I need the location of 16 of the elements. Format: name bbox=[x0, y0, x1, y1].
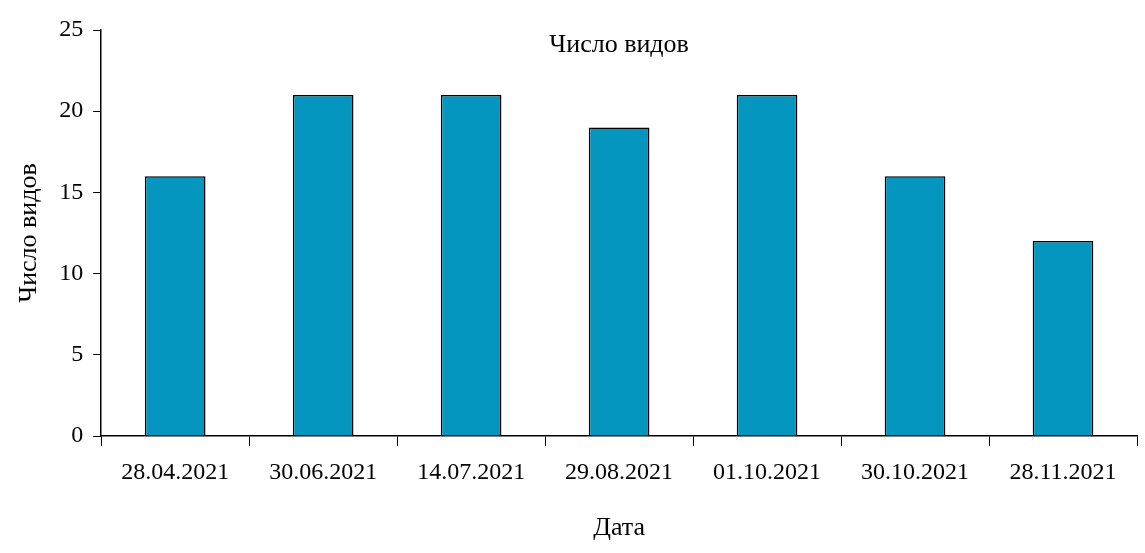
y-tick-label: 10 bbox=[59, 258, 84, 285]
x-tick-label: 28.11.2021 bbox=[1009, 457, 1117, 484]
y-axis-title: Число видов bbox=[13, 163, 43, 303]
x-tick-label: 29.08.2021 bbox=[565, 457, 674, 484]
y-tick-label: 0 bbox=[71, 421, 84, 448]
x-tick-label: 28.04.2021 bbox=[121, 457, 230, 484]
x-tick-label: 30.10.2021 bbox=[861, 457, 970, 484]
y-tick-label: 25 bbox=[59, 15, 84, 42]
y-tick-label: 15 bbox=[59, 177, 84, 204]
x-axis-title: Дата bbox=[593, 512, 646, 542]
y-tick-label: 5 bbox=[71, 340, 84, 367]
chart-title: Число видов bbox=[549, 28, 689, 58]
x-tick-label: 30.06.2021 bbox=[269, 457, 378, 484]
x-tick-label: 14.07.2021 bbox=[417, 457, 526, 484]
y-tick-label: 20 bbox=[59, 96, 84, 123]
x-tick-label: 01.10.2021 bbox=[713, 457, 822, 484]
